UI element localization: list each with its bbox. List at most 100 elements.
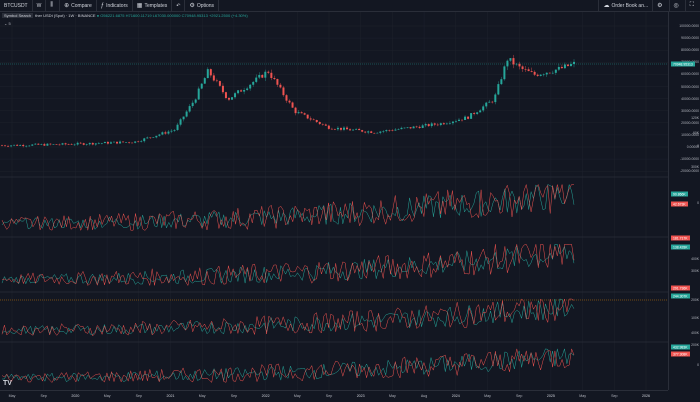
time-axis-label: Sep [40,394,47,398]
plus-circle-icon: ⊕ [64,3,70,9]
candle-body [176,124,179,130]
candle-body [134,141,137,143]
options-button[interactable]: ⚙ Options [185,0,220,11]
candle-body [173,129,176,131]
pane-axis-label: 400K [691,331,699,335]
candle-body [521,66,524,70]
screenshot-button[interactable]: ◎ [668,0,685,11]
candle-body [106,141,109,144]
pane-axis-label: 300K [691,269,699,273]
price-axis-label: 40000.0000 [681,96,699,101]
fullscreen-button[interactable]: ⛶ [684,0,700,11]
price-axis-label: 50000.0000 [681,84,699,89]
symbol-button[interactable]: BTCUSDT [0,0,33,11]
candle-body [509,58,512,61]
candlestick-series [1,54,575,148]
time-axis-label: 2025 [546,394,555,398]
candle-body [212,75,215,81]
price-axis-label: -20000.0000 [679,169,699,174]
settings-button[interactable]: ⚙ [652,0,668,11]
price-axis[interactable]: 100000.000090000.000080000.000070000.000… [668,12,700,390]
candle-body [355,129,358,130]
candle-body [327,125,330,129]
candle-body [258,74,261,78]
candle-body [149,137,152,139]
pane-axis-label: 0 [697,363,699,367]
indicator-line [1,183,574,232]
pane-axis-label: 60K [692,131,699,135]
time-axis-label: May [484,394,491,398]
candle-body [321,123,324,125]
candle-body [539,74,542,76]
time-axis-label: May [8,394,16,398]
candle-body [336,127,339,130]
time-axis-label: May [388,394,396,398]
chart-area[interactable] [0,12,668,390]
candle-body [76,142,79,145]
candle-body [379,131,382,133]
pane-axis-label: 200K [691,343,699,347]
candle-body [234,93,237,98]
time-axis-label: 2024 [451,394,460,398]
candle-body [218,81,221,86]
time-axis-label: 2026 [642,394,650,398]
legend-collapse-button[interactable]: ⌄ 5 [4,21,11,26]
templates-button[interactable]: ▦ Templates [133,0,173,11]
time-axis-label: Sep [135,394,142,398]
candle-body [515,63,518,65]
candle-body [367,131,370,133]
pane-green-value-tag: 138.428K [671,244,690,250]
price-axis-label: 20000.0000 [681,120,699,125]
candle-body [349,129,352,131]
templates-label: Templates [144,2,168,9]
candle-body [569,63,572,67]
tradingview-logo[interactable]: TV [3,380,12,387]
candle-body [491,101,494,103]
candle-body [137,141,140,143]
indicator-line [1,298,575,336]
interval-button[interactable]: W [33,0,47,11]
cloud-icon: ☁ [603,3,610,9]
candle-body [37,143,40,145]
last-price-tag: 70948.95313 [671,61,695,67]
pane-green-value-tag: 432.983K [671,344,690,350]
indicators-button[interactable]: ƒ Indicators [97,0,133,11]
chart-type-button[interactable]: ⫼ [46,0,61,11]
candle-body [436,124,439,126]
candle-body [191,102,194,107]
time-axis-label: May [198,394,206,398]
candle-body [503,66,506,80]
candle-body [324,124,327,126]
candle-body [128,142,131,143]
candle-body [524,69,527,70]
indicator-line [1,347,575,383]
candle-body [188,106,191,112]
candle-body [43,144,46,146]
candle-body [542,74,545,76]
symbol-search-tooltip[interactable]: Symbol Search [2,13,34,18]
candle-body [424,124,427,126]
order-book-button[interactable]: ☁ Order Book an... [598,0,652,11]
candle-body [243,90,246,92]
candle-body [16,144,19,146]
indicator-line [1,298,575,337]
time-axis[interactable]: May Sep 2020 May Sep 2021 May Sep 2022 May Sep 2023… [0,390,668,402]
price-axis-label: 0.00000 [686,145,699,149]
candle-body [46,143,49,146]
undo-button[interactable]: ↶ [172,0,186,11]
candle-body [318,121,321,124]
candle-body [397,129,400,130]
pane-axis-label: 200K [691,298,699,302]
candle-body [403,127,406,129]
price-axis-label: 100000.0000 [679,24,699,28]
candle-body [94,143,97,145]
time-axis-label: Sep [515,394,523,398]
compare-button[interactable]: ⊕ Compare [60,0,97,11]
candle-body [551,72,554,74]
candle-body [497,84,500,95]
candle-body [40,144,43,145]
candle-body [482,106,485,111]
candle-body [291,102,294,108]
candle-body [88,142,91,145]
candle-body [285,95,288,101]
